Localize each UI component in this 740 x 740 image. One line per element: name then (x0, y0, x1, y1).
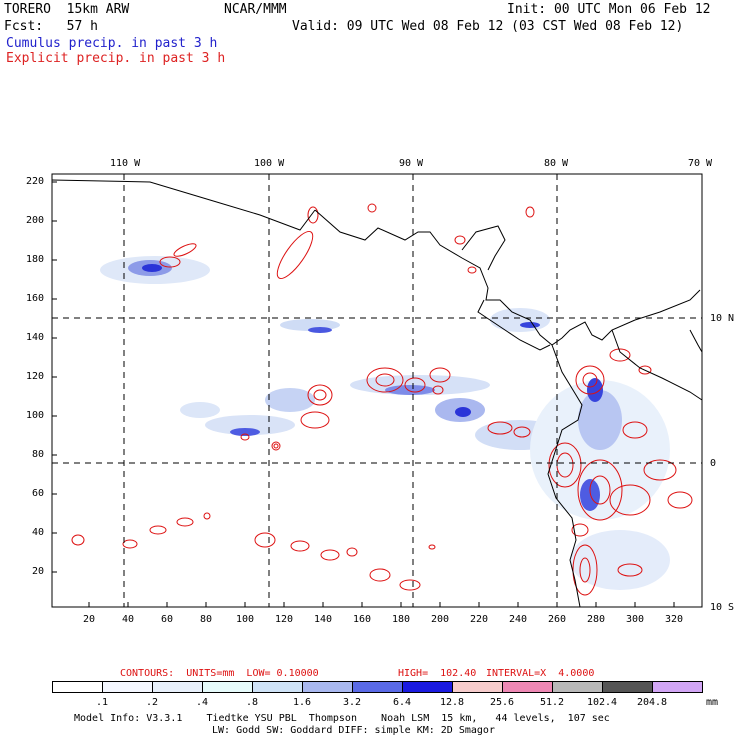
lon-label: 80 W (544, 158, 569, 169)
legend-label: 204.8 (636, 697, 668, 708)
legend-label: 25.6 (489, 697, 515, 708)
lat-label: 10 S (710, 602, 735, 613)
legend-color-box (302, 681, 353, 693)
y-tick-label: 160 (26, 293, 45, 304)
legend-unit: mm (706, 697, 719, 708)
x-tick-label: 160 (353, 614, 372, 625)
x-tick-label: 100 (236, 614, 255, 625)
legend-color-box (652, 681, 703, 693)
legend-color-box (552, 681, 603, 693)
x-tick-label: 80 (200, 614, 213, 625)
y-tick-label: 140 (26, 332, 45, 343)
legend-color-box (452, 681, 503, 693)
lon-label: 110 W (110, 158, 141, 169)
x-tick-label: 200 (431, 614, 450, 625)
legend-label: 6.4 (392, 697, 412, 708)
forecast-hour: Fcst: 57 h (4, 19, 98, 34)
legend-label: .8 (245, 697, 259, 708)
contour-high: HIGH= 102.40 (398, 668, 477, 679)
y-tick-label: 40 (32, 527, 45, 538)
explicit-contours (71, 203, 693, 596)
lon-label: 100 W (254, 158, 285, 169)
x-tick-label: 60 (161, 614, 174, 625)
y-tick-label: 20 (32, 566, 45, 577)
legend-label: 102.4 (586, 697, 618, 708)
legend-color-box (402, 681, 453, 693)
x-tick-label: 220 (470, 614, 489, 625)
legend-label: .2 (145, 697, 159, 708)
legend-label: .4 (195, 697, 209, 708)
init-time: Init: 00 UTC Mon 06 Feb 12 (507, 2, 711, 17)
y-tick-label: 180 (26, 254, 45, 265)
x-tick-label: 280 (587, 614, 606, 625)
x-tick-label: 240 (509, 614, 528, 625)
lon-label: 70 W (688, 158, 713, 169)
x-tick-label: 300 (626, 614, 645, 625)
explicit-title: Explicit precip. in past 3 h (6, 51, 226, 66)
map-frame (51, 173, 703, 608)
cumulus-title: Cumulus precip. in past 3 h (6, 36, 218, 51)
valid-time: Valid: 09 UTC Wed 08 Feb 12 (03 CST Wed … (292, 19, 684, 34)
y-tick-label: 220 (26, 176, 45, 187)
legend-color-box (502, 681, 553, 693)
lon-label: 90 W (399, 158, 424, 169)
axis-ticks (52, 181, 675, 607)
lat-label: 10 N (710, 313, 735, 324)
x-tick-label: 260 (548, 614, 567, 625)
legend-color-box (102, 681, 153, 693)
graticule (52, 174, 702, 607)
legend-color-box (252, 681, 303, 693)
legend-color-box (352, 681, 403, 693)
cumulus-shading (100, 256, 670, 590)
legend-label: 51.2 (539, 697, 565, 708)
y-tick-label: 100 (26, 410, 45, 421)
model-name: TORERO 15km ARW (4, 2, 130, 17)
center-name: NCAR/MMM (224, 2, 287, 17)
contour-interval: INTERVAL=X 4.0000 (486, 668, 595, 679)
lat-label: 0 (710, 458, 717, 469)
legend-color-box (202, 681, 253, 693)
legend-label: 3.2 (342, 697, 362, 708)
model-physics: LW: Godd SW: Goddard DIFF: simple KM: 2D… (212, 725, 495, 736)
contour-info: CONTOURS: UNITS=mm LOW= 0.10000 (120, 668, 319, 679)
y-tick-label: 60 (32, 488, 45, 499)
x-tick-label: 40 (122, 614, 135, 625)
y-tick-label: 80 (32, 449, 45, 460)
x-tick-label: 20 (83, 614, 96, 625)
x-tick-label: 120 (275, 614, 294, 625)
y-tick-label: 120 (26, 371, 45, 382)
legend-color-box (602, 681, 653, 693)
legend-color-box (152, 681, 203, 693)
legend-label: 1.6 (292, 697, 312, 708)
legend-label: .1 (95, 697, 109, 708)
legend-color-box (52, 681, 103, 693)
legend-label: 12.8 (439, 697, 465, 708)
x-tick-label: 180 (392, 614, 411, 625)
x-tick-label: 320 (665, 614, 684, 625)
y-tick-label: 200 (26, 215, 45, 226)
model-info: Model Info: V3.3.1 Tiedtke YSU PBL Thomp… (74, 713, 610, 724)
x-tick-label: 140 (314, 614, 333, 625)
